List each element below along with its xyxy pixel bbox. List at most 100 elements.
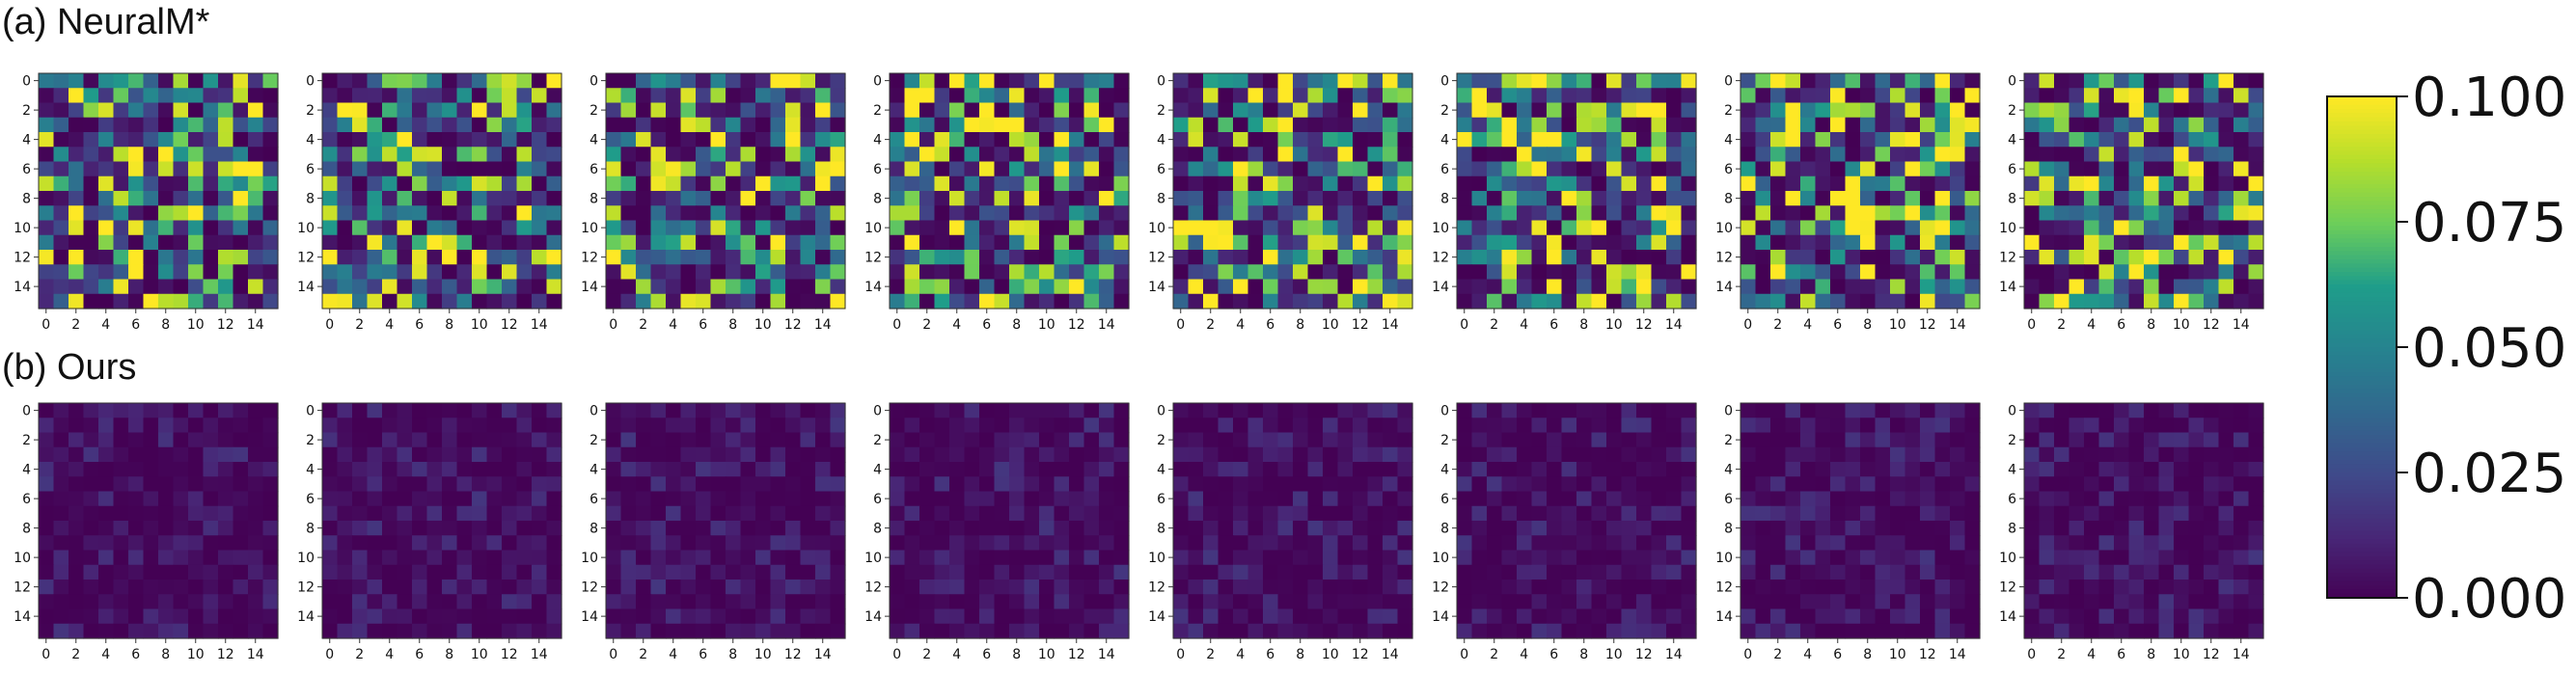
heatmap-cell <box>620 432 637 448</box>
heatmap-cell <box>620 535 637 552</box>
colorbar-segment <box>2327 526 2397 532</box>
heatmap-cell <box>785 73 802 89</box>
heatmap-cell <box>2158 564 2175 580</box>
heatmap-cell <box>2128 220 2145 236</box>
heatmap-cell <box>322 175 339 192</box>
heatmap-cell <box>1039 505 1055 522</box>
heatmap-cell <box>2128 279 2145 295</box>
heatmap-cell <box>1233 205 1249 222</box>
heatmap-cell <box>2188 550 2205 566</box>
heatmap-cell <box>680 220 697 236</box>
heatmap-cell <box>1247 580 1264 595</box>
heatmap-cell <box>1218 205 1234 222</box>
heatmap-cell <box>1099 191 1115 206</box>
heatmap-cell <box>740 403 756 418</box>
heatmap-cell <box>2084 250 2100 265</box>
heatmap-cell <box>1383 191 1399 206</box>
heatmap-cell <box>964 564 980 580</box>
heatmap-cell <box>1651 293 1667 310</box>
heatmap-cell <box>1099 220 1115 236</box>
heatmap-cell <box>1860 250 1877 265</box>
heatmap-cell <box>1457 132 1473 148</box>
heatmap-cell <box>949 220 966 236</box>
heatmap-cell <box>1561 132 1577 148</box>
colorbar-segment <box>2327 272 2397 278</box>
heatmap-cell <box>1934 403 1951 418</box>
heatmap-cell <box>218 279 234 295</box>
heatmap-cell <box>2024 88 2041 104</box>
x-tick-label: 10 <box>1038 647 1055 662</box>
heatmap-cell <box>472 234 488 251</box>
heatmap-cell <box>502 264 518 281</box>
colorbar-segment <box>2327 175 2397 181</box>
heatmap-cell <box>1755 161 1771 177</box>
heatmap-cell <box>1069 147 1085 163</box>
heatmap-cell <box>1383 293 1399 310</box>
heatmap-cell <box>800 293 816 310</box>
heatmap-cell <box>502 608 518 625</box>
heatmap-cell <box>2069 550 2085 566</box>
heatmap-cell <box>1591 580 1607 595</box>
heatmap-cell <box>1681 250 1697 265</box>
heatmap-cell <box>2054 264 2070 281</box>
heatmap-cell <box>1531 147 1548 163</box>
heatmap-cell <box>39 462 55 477</box>
heatmap-cell <box>1517 623 1533 639</box>
heatmap-cell <box>904 117 920 133</box>
heatmap-cell <box>1606 279 1623 295</box>
heatmap-cell <box>1083 564 1100 580</box>
heatmap-cell <box>1547 250 1563 265</box>
heatmap-cell <box>770 102 786 119</box>
heatmap-cell <box>1367 161 1384 177</box>
heatmap-cell <box>367 594 383 610</box>
x-tick-label: 12 <box>217 317 234 333</box>
heatmap-cell <box>352 250 369 265</box>
heatmap-cell <box>262 132 279 148</box>
heatmap-cell <box>532 550 548 566</box>
heatmap-cell <box>1487 279 1503 295</box>
heatmap-cell <box>1636 580 1653 595</box>
heatmap-cell <box>994 432 1010 448</box>
heatmap-cell <box>1337 476 1354 493</box>
heatmap-cell <box>1517 161 1533 177</box>
heatmap-cell <box>1009 264 1026 281</box>
heatmap-cell <box>666 117 682 133</box>
heatmap-cell <box>979 117 996 133</box>
heatmap-cell <box>726 264 742 281</box>
heatmap-cell <box>994 250 1010 265</box>
heatmap-cell <box>606 491 622 507</box>
heatmap-cell <box>397 205 413 222</box>
heatmap-cell <box>710 535 726 552</box>
heatmap-cell <box>1651 521 1667 536</box>
heatmap-cell <box>1920 418 1936 434</box>
colorbar-segment <box>2327 380 2397 386</box>
heatmap-cell <box>1203 476 1219 493</box>
heatmap-cell <box>1785 73 1801 89</box>
heatmap-cell <box>830 403 846 418</box>
heatmap-cell <box>1964 462 1981 477</box>
heatmap-cell <box>2054 476 2070 493</box>
heatmap-cell <box>919 623 936 639</box>
heatmap-cell <box>262 550 279 566</box>
heatmap-cell <box>1845 594 1861 610</box>
heatmap-cell <box>606 250 622 265</box>
heatmap-cell <box>964 521 980 536</box>
heatmap-cell <box>2054 220 2070 236</box>
heatmap-cell <box>1203 161 1219 177</box>
heatmap-cell <box>606 279 622 295</box>
y-tick-label: 2 <box>589 103 598 119</box>
x-tick-label: 6 <box>2117 317 2125 333</box>
heatmap-cell <box>502 191 518 206</box>
heatmap-cell <box>173 476 189 493</box>
heatmap-cell <box>1383 234 1399 251</box>
heatmap-cell <box>128 535 145 552</box>
heatmap-cell <box>233 147 249 163</box>
y-tick-label: 0 <box>873 74 882 90</box>
heatmap-cell <box>1039 580 1055 595</box>
heatmap-cell <box>1247 102 1264 119</box>
heatmap-cell <box>532 505 548 522</box>
heatmap-cell <box>1875 250 1891 265</box>
heatmap-cell <box>248 550 264 566</box>
heatmap-cell <box>1830 491 1847 507</box>
heatmap-cell <box>2204 191 2220 206</box>
